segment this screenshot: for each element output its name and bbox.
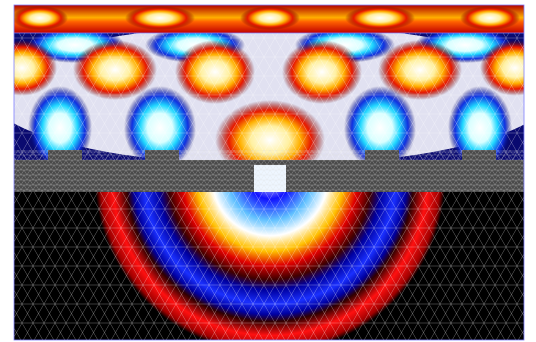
lower-field	[14, 192, 524, 340]
upper-field	[14, 33, 524, 160]
top-band	[14, 5, 524, 33]
slab	[14, 150, 524, 195]
plot-border	[13, 4, 525, 341]
